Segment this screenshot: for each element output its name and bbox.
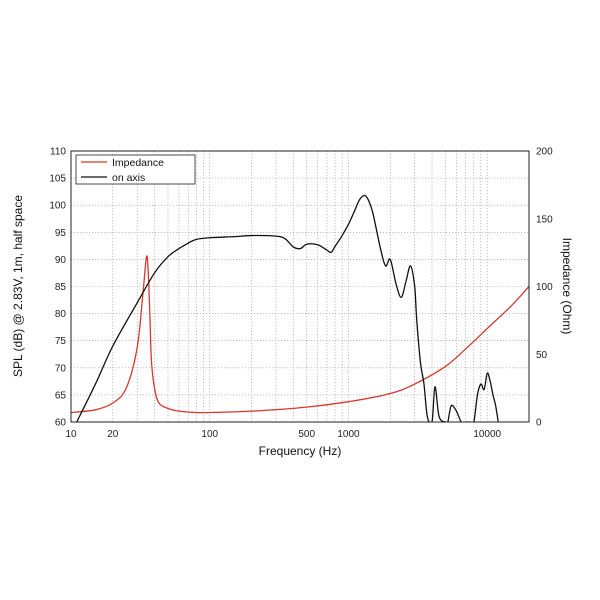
plot-frame bbox=[70, 150, 530, 423]
grid-lines bbox=[71, 151, 529, 422]
y-left-tick-label: 70 bbox=[55, 363, 67, 374]
x-axis-title: Frequency (Hz) bbox=[259, 444, 342, 458]
series-line-impedance bbox=[71, 255, 529, 414]
x-tick-label: 10000 bbox=[473, 429, 501, 440]
tick-labels: 10 20 100 500 1000 10000606570758085909510010… bbox=[49, 147, 553, 441]
y-left-tick-label: 65 bbox=[55, 390, 67, 401]
x-tick-label: 1000 bbox=[337, 429, 360, 440]
y-right-tick-label: 50 bbox=[536, 350, 548, 361]
series-line-on-axis bbox=[76, 194, 499, 422]
y-right-tick-label: 0 bbox=[536, 418, 542, 429]
legend: Impedance on axis bbox=[75, 154, 196, 185]
y-left-tick-label: 100 bbox=[49, 201, 66, 212]
legend-label-on-axis: on axis bbox=[112, 172, 145, 184]
x-tick-label: 20 bbox=[107, 429, 119, 440]
y-right-tick-label: 100 bbox=[536, 282, 553, 293]
y-left-tick-label: 80 bbox=[55, 309, 67, 320]
y-left-axis-title: SPL (dB) @ 2.83V, 1m, half space bbox=[11, 195, 25, 377]
y-right-tick-label: 200 bbox=[536, 147, 553, 158]
x-tick-label: 100 bbox=[201, 429, 218, 440]
y-left-tick-label: 75 bbox=[55, 336, 67, 347]
series-layer bbox=[71, 194, 529, 422]
y-right-tick-label: 150 bbox=[536, 214, 553, 225]
legend-box bbox=[75, 154, 196, 185]
x-tick-label: 500 bbox=[298, 429, 315, 440]
y-left-tick-label: 90 bbox=[55, 255, 67, 266]
x-tick-label: 10 bbox=[65, 429, 77, 440]
y-left-tick-label: 95 bbox=[55, 228, 67, 239]
y-left-tick-label: 105 bbox=[49, 174, 66, 185]
y-left-tick-label: 85 bbox=[55, 282, 67, 293]
y-left-tick-label: 110 bbox=[50, 147, 66, 158]
y-left-tick-label: 60 bbox=[55, 418, 67, 429]
legend-label-impedance: Impedance bbox=[112, 157, 164, 169]
y-right-axis-title: Impedance (Ohm) bbox=[560, 238, 574, 335]
